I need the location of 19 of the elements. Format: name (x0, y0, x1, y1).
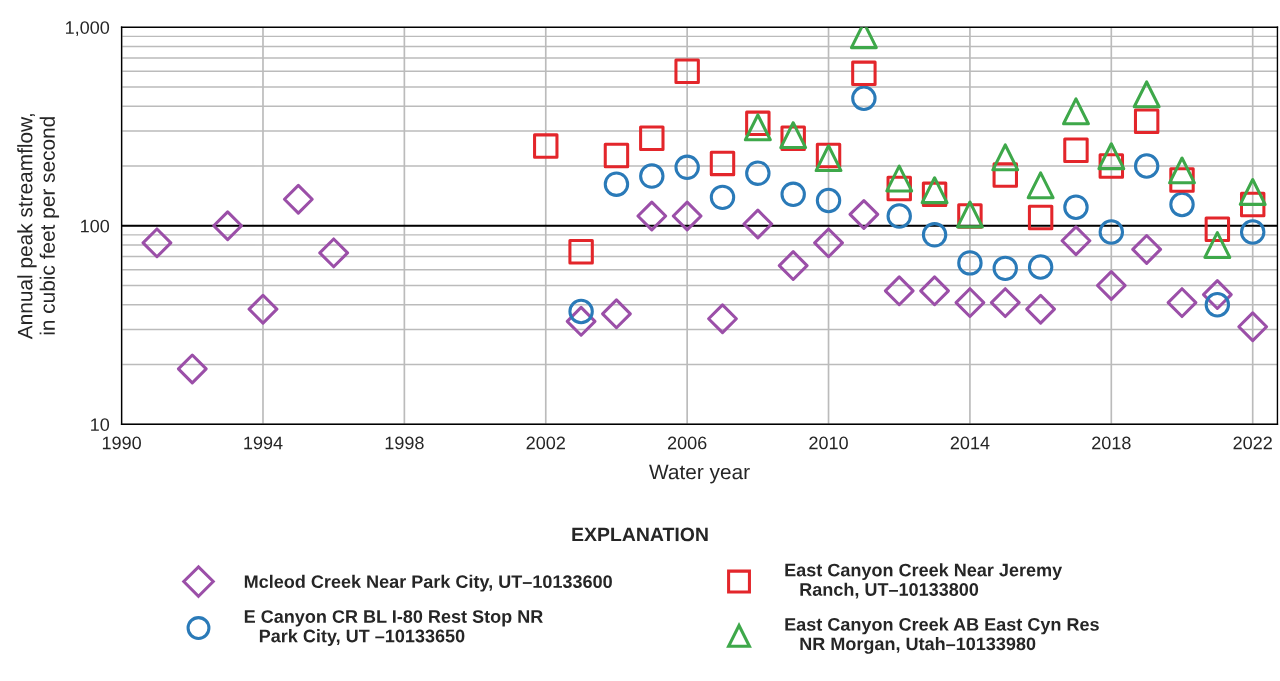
x-tick-label: 2014 (950, 436, 990, 450)
y-axis-title: Annual peak streamflow, in cubic feet per second (17, 114, 60, 340)
x-tick-label: 2022 (1233, 436, 1272, 450)
x-tick-label: 1990 (102, 436, 141, 450)
y-tick-label: 1,000 (65, 21, 110, 37)
legend-label: E Canyon CR BL I-80 Rest Stop NR Park City, UT –10133650 (244, 610, 543, 646)
y-tick-label: 100 (81, 219, 110, 233)
x-axis-title: Water year (649, 464, 750, 484)
x-tick-label: 2018 (1092, 436, 1131, 450)
legend-label: East Canyon Creek Near Jeremy Ranch, UT–10133800 (785, 563, 1063, 599)
x-tick-label: 2006 (667, 436, 707, 450)
y-tick-label: 10 (91, 418, 110, 431)
legend-title: EXPLANATION (572, 527, 708, 542)
x-tick-label: 2002 (526, 436, 565, 450)
x-tick-label: 1994 (244, 436, 283, 450)
x-tick-label: 2010 (809, 436, 848, 450)
x-tick-label: 1998 (385, 436, 424, 450)
legend-label: East Canyon Creek AB East Cyn Res NR Morgan, Utah–10133980 (785, 617, 1099, 654)
legend-label: Mcleod Creek Near Park City, UT–10133600 (244, 574, 612, 592)
